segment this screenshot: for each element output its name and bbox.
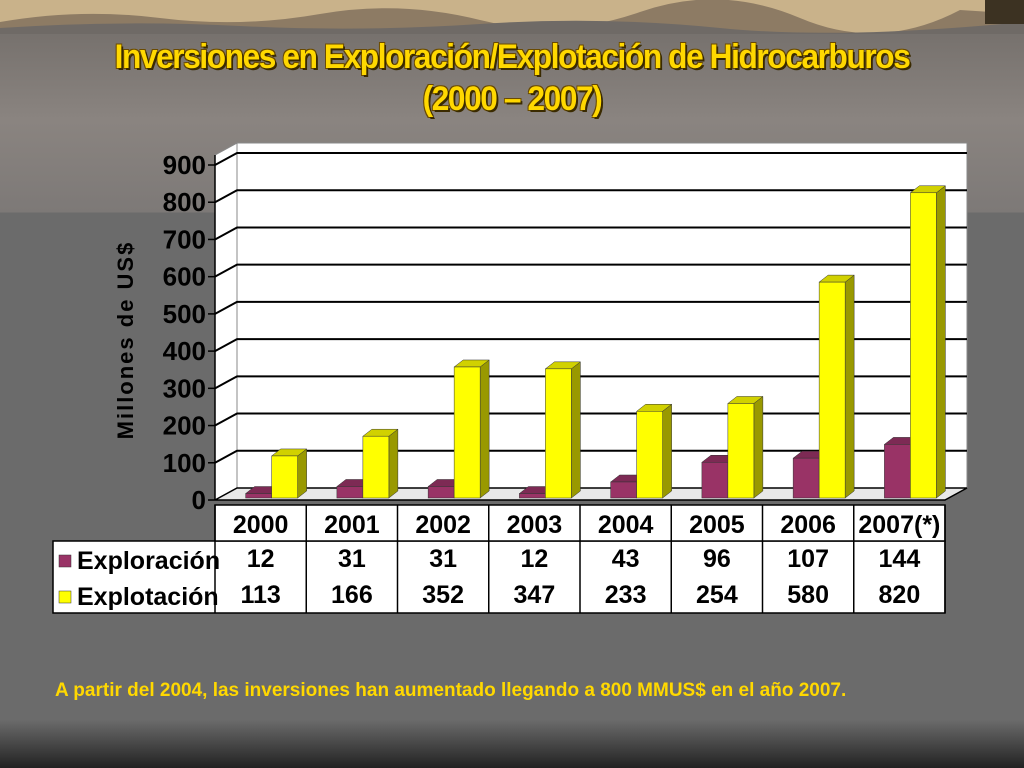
bar-front — [336, 486, 364, 499]
bar-side — [936, 185, 946, 499]
bar-side — [844, 274, 855, 499]
plot-floor — [214, 487, 968, 501]
table-header-2005: 2005 — [689, 511, 745, 539]
bar-front — [727, 403, 755, 499]
bar-front — [362, 435, 390, 499]
bar-explotacion-2002 — [453, 359, 490, 499]
table-cell: 31 — [338, 545, 366, 573]
y-tick-label: 400 — [163, 336, 206, 366]
table-cell: 254 — [696, 581, 738, 609]
bar-explotacion-2004 — [635, 403, 673, 499]
bar-front — [427, 486, 455, 499]
table-cell: 113 — [240, 581, 280, 609]
y-tick-label: 900 — [163, 150, 206, 180]
table-header-2003: 2003 — [507, 511, 563, 539]
bar-side — [297, 448, 307, 499]
decorative-header-strip — [0, 0, 1024, 34]
bar-explotacion-2003 — [544, 361, 582, 499]
y-tick-label: 200 — [163, 411, 206, 441]
bar-front — [792, 457, 820, 499]
legend-label-explotacion: Explotación — [77, 583, 219, 611]
bar-front — [818, 281, 846, 499]
table-cell: 580 — [787, 581, 829, 609]
y-tick-label: 300 — [163, 373, 206, 403]
bar-front — [884, 444, 911, 499]
y-tick-label: 100 — [163, 448, 206, 478]
bar-front — [453, 366, 481, 499]
bar-front — [545, 368, 572, 499]
y-tick-label: 800 — [163, 187, 206, 217]
table-cell: 352 — [422, 581, 464, 609]
bar-explotacion-2007(*) — [909, 185, 947, 499]
table-cell: 12 — [247, 545, 275, 573]
data-table-body — [52, 540, 946, 614]
y-axis-label: Millones de US$ — [113, 241, 138, 440]
gridline — [214, 449, 967, 464]
gridline — [214, 375, 967, 390]
y-tick-label: 0 — [192, 485, 206, 515]
table-cell: 31 — [429, 545, 457, 573]
table-cell: 166 — [331, 581, 373, 609]
plot-back-wall — [236, 142, 968, 489]
y-tick-label: 600 — [163, 262, 206, 292]
gridline — [214, 338, 967, 352]
y-tick-label: 500 — [163, 299, 206, 329]
gridline — [214, 189, 967, 204]
bar-explotacion-2000 — [270, 448, 308, 499]
slide-title-line1: Inversiones en Exploración/Explotación d… — [114, 38, 911, 76]
bar-side — [662, 403, 672, 499]
legend-swatch-explotacion — [58, 590, 72, 604]
table-header-2007(*): 2007(*) — [858, 511, 940, 539]
slide-title-line2: (2000 – 2007) — [422, 80, 603, 118]
table-cell: 96 — [703, 545, 731, 573]
table-cell: 233 — [605, 581, 647, 609]
slide-title: Inversiones en Exploración/Explotación d… — [36, 36, 988, 120]
bar-front — [519, 493, 546, 499]
table-header-2001: 2001 — [324, 511, 380, 539]
gridline — [214, 263, 967, 278]
bar-side — [753, 395, 764, 499]
bar-side — [388, 428, 399, 499]
table-cell: 144 — [879, 545, 921, 573]
table-cell: 107 — [787, 545, 829, 573]
investment-bar-chart: 0 100 200 300 400 500 600 700 800 900 2000 2001 200… — [52, 142, 968, 614]
table-cell: 347 — [514, 581, 556, 609]
gridline — [214, 152, 967, 166]
gridline — [214, 226, 967, 241]
gridline — [214, 412, 967, 427]
footnote-text: A partir del 2004, las inversiones han a… — [55, 680, 847, 701]
table-cell: 12 — [520, 545, 548, 573]
table-cell: 43 — [612, 545, 640, 573]
table-cell: 820 — [879, 581, 921, 609]
legend-swatch-exploracion — [58, 554, 72, 568]
bar-front — [271, 455, 298, 499]
bar-explotacion-2006 — [818, 274, 855, 499]
bar-front — [610, 481, 637, 499]
bar-explotacion-2005 — [727, 395, 764, 499]
bar-front — [701, 462, 729, 499]
bar-side — [479, 359, 490, 499]
table-header-2000: 2000 — [233, 511, 289, 539]
bar-front — [910, 192, 937, 499]
gridline — [214, 300, 967, 315]
bar-explotacion-2001 — [362, 428, 399, 499]
bar-front — [636, 411, 663, 499]
table-header-2006: 2006 — [780, 511, 836, 539]
table-header-2004: 2004 — [598, 511, 654, 539]
y-tick-label: 700 — [163, 224, 206, 254]
legend-label-exploracion: Exploración — [77, 547, 220, 575]
table-header-2002: 2002 — [415, 511, 471, 539]
bar-front — [245, 493, 272, 499]
bar-side — [571, 361, 581, 499]
